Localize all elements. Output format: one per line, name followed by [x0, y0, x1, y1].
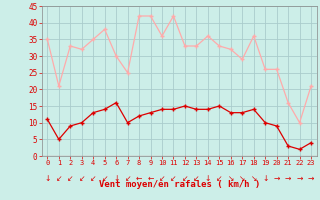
Text: ↙: ↙ [124, 174, 131, 183]
Text: ↘: ↘ [239, 174, 245, 183]
Text: ↙: ↙ [78, 174, 85, 183]
Text: →: → [285, 174, 291, 183]
Text: ↙: ↙ [216, 174, 222, 183]
Text: ↙: ↙ [170, 174, 177, 183]
Text: ←: ← [147, 174, 154, 183]
Text: ↙: ↙ [193, 174, 200, 183]
X-axis label: Vent moyen/en rafales ( km/h ): Vent moyen/en rafales ( km/h ) [99, 180, 260, 189]
Text: ↙: ↙ [101, 174, 108, 183]
Text: ←: ← [136, 174, 142, 183]
Text: ↙: ↙ [67, 174, 74, 183]
Text: →: → [296, 174, 303, 183]
Text: →: → [308, 174, 314, 183]
Text: ↓: ↓ [44, 174, 51, 183]
Text: ↘: ↘ [251, 174, 257, 183]
Text: ↓: ↓ [113, 174, 119, 183]
Text: ↙: ↙ [90, 174, 96, 183]
Text: ↓: ↓ [205, 174, 211, 183]
Text: ↙: ↙ [182, 174, 188, 183]
Text: ↘: ↘ [228, 174, 234, 183]
Text: ↓: ↓ [262, 174, 268, 183]
Text: ↙: ↙ [159, 174, 165, 183]
Text: →: → [274, 174, 280, 183]
Text: ↙: ↙ [56, 174, 62, 183]
